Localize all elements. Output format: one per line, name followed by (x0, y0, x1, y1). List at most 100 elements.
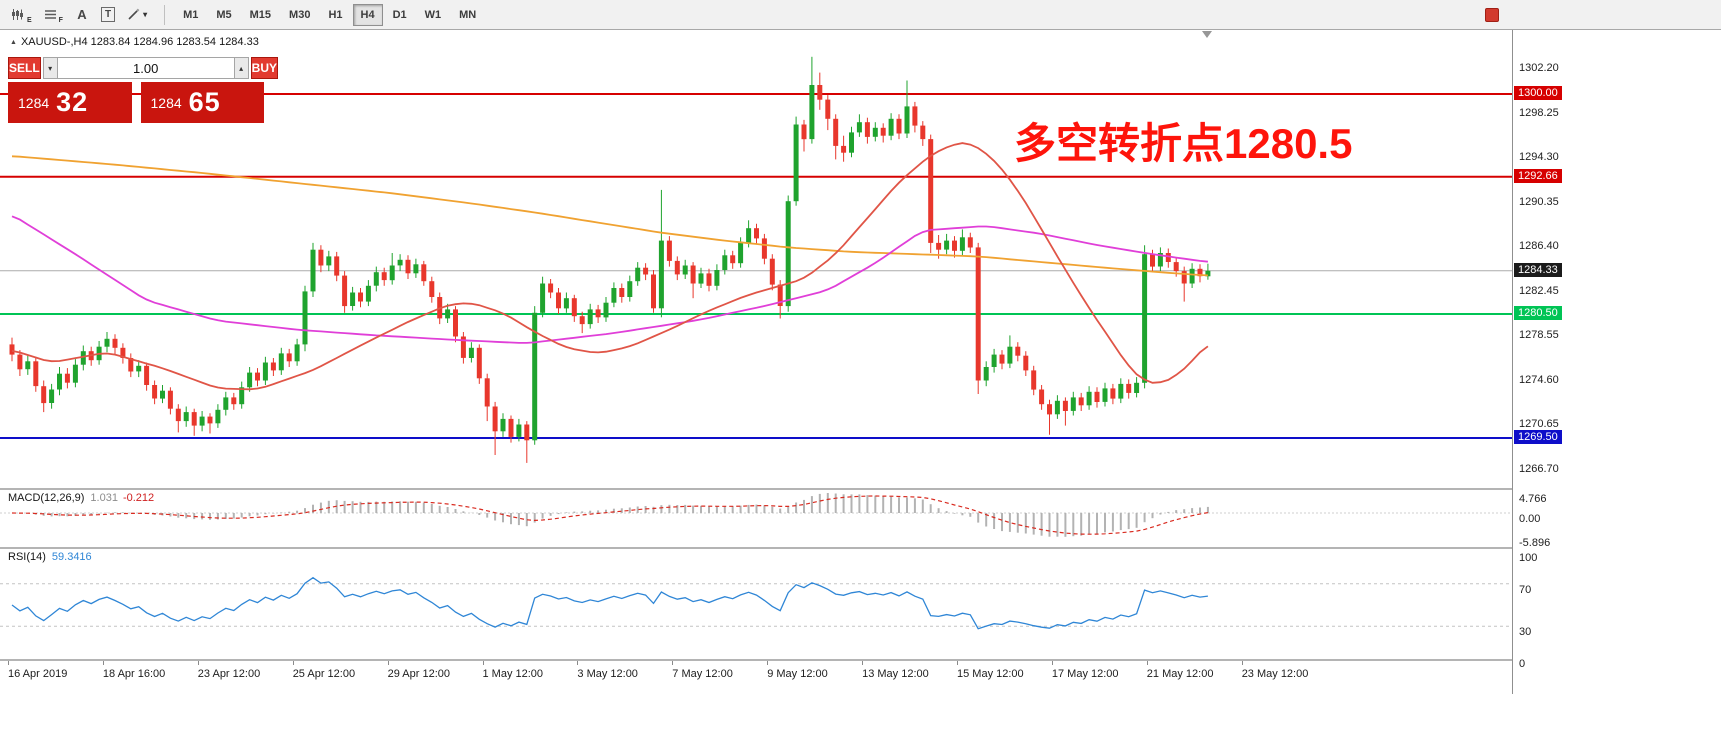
price-axis-label: 1290.35 (1519, 195, 1559, 208)
timeframe-mn[interactable]: MN (451, 4, 484, 26)
panel-separator[interactable] (0, 488, 1576, 490)
time-tick (672, 661, 674, 665)
candle-up (302, 291, 308, 345)
time-axis-label: 13 May 12:00 (862, 668, 929, 680)
candle-down (825, 99, 831, 119)
rsi-label: RSI(14) 59.3416 (8, 551, 92, 563)
chart-expert-icon[interactable]: E (6, 3, 37, 27)
chart-shift-marker-icon[interactable] (1202, 31, 1212, 38)
candle-down (841, 145, 847, 153)
time-tick (102, 661, 104, 665)
candle-down (975, 247, 981, 381)
candle-down (777, 284, 783, 306)
panel-separator[interactable] (0, 659, 1576, 661)
candle-up (445, 309, 451, 319)
candle-up (532, 312, 538, 441)
candle-up (1007, 346, 1013, 364)
time-tick (482, 661, 484, 665)
candle-up (983, 367, 989, 381)
candle-up (991, 354, 997, 367)
candle-up (1070, 397, 1076, 411)
chart-profile-icon[interactable]: F (39, 3, 68, 27)
candle-up (1189, 268, 1195, 284)
candle-up (1102, 388, 1108, 402)
timeframe-m30[interactable]: M30 (281, 4, 318, 26)
candle-up (239, 387, 245, 405)
text-tool-icon[interactable]: A (70, 3, 94, 27)
time-axis[interactable]: 16 Apr 2019 18 Apr 16:00 23 Apr 12:00 25 Ap… (0, 661, 1512, 694)
candle-down (595, 309, 601, 318)
candle-up (183, 412, 189, 422)
candle-down (429, 281, 435, 297)
time-axis-label: 18 Apr 16:00 (102, 668, 166, 680)
timeframe-m15[interactable]: M15 (242, 4, 279, 26)
timeframe-w1[interactable]: W1 (417, 4, 450, 26)
volume-input[interactable] (57, 57, 234, 79)
candle-down (833, 118, 839, 146)
buy-button[interactable]: BUY (250, 57, 279, 79)
candle-down (864, 122, 870, 137)
candle-down (41, 386, 47, 404)
candle-down (1062, 400, 1068, 411)
rsi-panel[interactable] (0, 549, 1512, 659)
volume-increase-button[interactable]: ▴ (233, 57, 249, 79)
candle-down (175, 408, 181, 422)
chart-annotation[interactable]: 多空转折点1280.5 (1014, 120, 1352, 167)
rsi-name: RSI(14) (8, 551, 46, 563)
timeframe-buttons: M1 M5 M15 M30 H1 H4 D1 W1 MN (175, 3, 486, 26)
bid-price-box[interactable]: 1284 32 (8, 82, 132, 123)
time-tick (577, 661, 579, 665)
boxed-t-icon: T (100, 7, 116, 22)
candle-down (967, 237, 973, 248)
list-lines-icon (44, 10, 56, 19)
candle-down (231, 397, 237, 405)
status-icon[interactable] (1485, 8, 1499, 22)
timeframe-h4[interactable]: H4 (352, 3, 383, 26)
candle-up (80, 351, 86, 365)
time-axis-label: 23 Apr 12:00 (197, 668, 261, 680)
candle-up (516, 424, 522, 437)
candle-down (1126, 383, 1132, 393)
candle-down (571, 298, 577, 317)
quote-row: 1284 32 1284 65 (8, 82, 264, 123)
one-click-trading-panel: SELL ▾ ▴ BUY 1284 32 1284 65 (8, 57, 279, 123)
candle-up (1086, 391, 1092, 406)
price-axis[interactable]: 1302.20 1298.25 1294.30 1290.35 1286.40 1282.… (1512, 30, 1576, 694)
candle-up (1054, 400, 1060, 415)
ask-price-box[interactable]: 1284 65 (140, 82, 264, 123)
timeframe-d1[interactable]: D1 (385, 4, 415, 26)
candle-down (508, 418, 514, 437)
volume-decrease-button[interactable]: ▾ (42, 57, 58, 79)
candle-up (1142, 254, 1148, 383)
candle-up (888, 118, 894, 136)
time-tick (767, 661, 769, 665)
rsi-value: 59.3416 (51, 551, 92, 563)
timeframe-m1[interactable]: M1 (175, 4, 206, 26)
candle-up (310, 249, 316, 292)
candle-up (856, 122, 862, 133)
timeframe-h1[interactable]: H1 (320, 4, 350, 26)
ma-fast-red (11, 142, 1209, 391)
drawing-tool-dropdown[interactable]: ▾ (122, 3, 152, 27)
price-axis-label: 1294.30 (1519, 151, 1559, 164)
timeframe-m5[interactable]: M5 (208, 4, 239, 26)
sell-button[interactable]: SELL (8, 57, 41, 79)
macd-panel[interactable] (0, 490, 1512, 547)
text-label-tool-icon[interactable]: T (96, 3, 120, 27)
candle-down (1015, 346, 1021, 356)
candle-down (358, 292, 363, 302)
candle-down (191, 412, 197, 426)
candle-down (1094, 391, 1100, 402)
rsi-axis-label: 0 (1519, 658, 1526, 670)
candle-down (579, 316, 585, 325)
candle-up (698, 273, 704, 284)
price-axis-label: 1266.70 (1519, 462, 1559, 475)
candle-down (936, 242, 942, 250)
macd-label: MACD(12,26,9) 1.031 -0.212 (8, 492, 154, 504)
candle-down (1150, 254, 1155, 267)
candle-down (1039, 389, 1045, 405)
candle-up (57, 373, 62, 390)
symbol-ohlc-text: XAUUSD-,H4 1283.84 1284.96 1283.54 1284.… (20, 36, 259, 48)
panel-separator[interactable] (0, 547, 1576, 549)
